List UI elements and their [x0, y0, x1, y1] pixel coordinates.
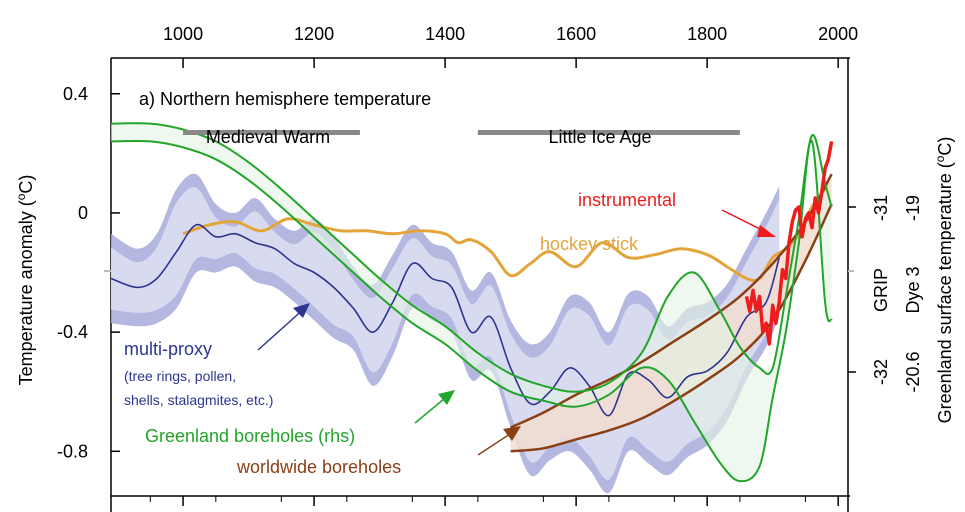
instrumental-label: instrumental: [578, 190, 676, 210]
dye3-upper-value: -19: [903, 195, 923, 221]
x-tick-label-1600: 1600: [556, 24, 596, 44]
worldwide-arrowhead: [503, 426, 521, 441]
multi-proxy-detail-2: shells, stalagmites, etc.): [124, 392, 273, 408]
y-tick-label-1: 0: [78, 203, 88, 223]
multi-proxy-line: [110, 223, 780, 417]
worldwide-boreholes-label: worldwide boreholes: [236, 457, 401, 477]
grip-upper-value: -31: [871, 195, 891, 221]
multi-proxy-label: multi-proxy: [124, 339, 212, 359]
period-label-little-ice-age: Little Ice Age: [548, 127, 651, 147]
x-tick-label-2000: 2000: [818, 24, 858, 44]
grip-series-label: GRIP: [871, 268, 891, 312]
period-label-medieval-warm: Medieval Warm: [206, 127, 330, 147]
dye3-lower-value: -20.6: [903, 351, 923, 392]
chart-title: a) Northern hemisphere temperature: [139, 89, 431, 109]
greenland-boreholes-band: [111, 123, 832, 482]
hockey-stick-label: hockey stick: [540, 234, 639, 254]
multi-proxy-arrowhead: [293, 303, 310, 318]
axes-layer: 1000 1200 1400 1600 1800 2000 0.4 0 -0.4 -0.8: [57, 24, 858, 506]
x-tick-label-1000: 1000: [163, 24, 203, 44]
greenland-boreholes-upper-line: [110, 122, 833, 393]
grip-lower-value: -32: [871, 359, 891, 385]
lines-layer: [110, 122, 834, 483]
instrumental-line: [744, 141, 834, 346]
multi-proxy-detail-1: (tree rings, pollen,: [124, 368, 236, 384]
x-tick-label-1200: 1200: [294, 24, 334, 44]
y-tick-label-0: 0.4: [63, 84, 88, 104]
dye3-series-label: Dye 3: [903, 266, 923, 313]
y-axis-title: Temperature anomaly (oC): [14, 175, 36, 386]
x-tick-label-1400: 1400: [425, 24, 465, 44]
x-tick-label-1800: 1800: [687, 24, 727, 44]
worldwide-boreholes-upper-line: [510, 173, 833, 429]
instrumental-arrowhead: [757, 225, 776, 237]
greenland-arrowhead: [438, 390, 455, 405]
multi-proxy-arrow: [257, 306, 307, 351]
right-axis-title: Greenland surface temperature (oC): [933, 137, 955, 424]
greenland-boreholes-lower-line: [110, 139, 833, 483]
y-tick-label-2: -0.4: [57, 322, 88, 342]
y-tick-label-3: -0.8: [57, 441, 88, 461]
greenland-boreholes-label: Greenland boreholes (rhs): [145, 426, 355, 446]
